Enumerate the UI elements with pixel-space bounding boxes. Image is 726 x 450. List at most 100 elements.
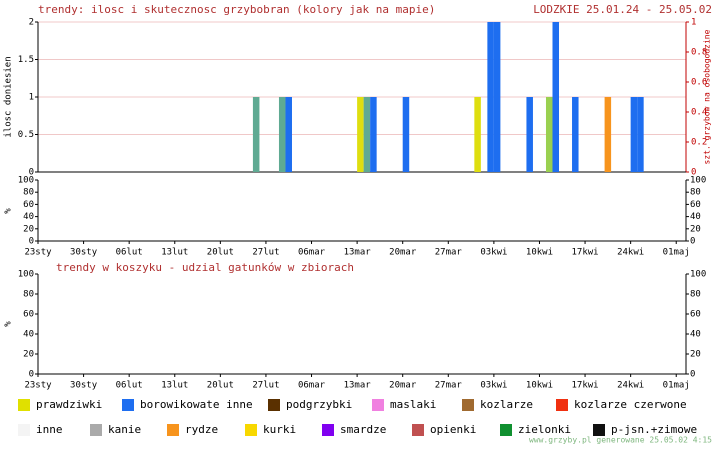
x-tick-label: 20mar: [389, 248, 417, 258]
y-tick-label: 40: [690, 212, 701, 222]
y-tick-label: 0.5: [18, 130, 34, 140]
bar: [402, 97, 410, 172]
bar: [572, 97, 579, 172]
x-tick-label: 01maj: [663, 381, 690, 391]
y-tick-label: 40: [690, 330, 701, 340]
footer: www.grzyby.pl generowane 25.05.02 4:15: [529, 436, 712, 445]
bar: [357, 97, 364, 172]
y-tick-label: 100: [18, 270, 34, 280]
y-tick-label: 0: [29, 168, 34, 178]
bar: [526, 97, 533, 172]
y-tick-label: 40: [23, 330, 34, 340]
bar: [630, 97, 638, 172]
bar: [604, 97, 612, 172]
legend-label: kozlarze czerwone: [574, 398, 687, 411]
y-tick-label: 60: [23, 200, 34, 210]
legend-label: podgrzybki: [286, 398, 352, 411]
legend-label: kurki: [263, 423, 296, 436]
x-tick-label: 06mar: [298, 248, 326, 258]
legend-label: opienki: [430, 423, 476, 436]
y-tick-label: 80: [23, 290, 34, 300]
y-tick-label: 0: [29, 370, 34, 380]
bar: [493, 22, 501, 172]
legend-label: p-jsn.+zimowe: [611, 423, 697, 436]
y-axis-label: %: [4, 321, 14, 327]
legend-swatch: [556, 399, 568, 411]
y-tick-label: 100: [690, 270, 706, 280]
bar: [545, 97, 553, 172]
legend-swatch: [18, 424, 30, 436]
y-tick-label: 1.5: [18, 55, 34, 65]
y2-tick-label: 0.4: [691, 108, 707, 118]
y-tick-label: 20: [690, 350, 701, 360]
x-tick-label: 20mar: [389, 381, 417, 391]
x-tick-label: 20lut: [207, 248, 234, 258]
x-tick-label: 13lut: [161, 248, 188, 258]
x-tick-label: 27lut: [252, 248, 279, 258]
y-tick-label: 60: [690, 310, 701, 320]
bar: [278, 97, 286, 172]
x-tick-label: 06mar: [298, 381, 326, 391]
y-tick-label: 100: [690, 176, 706, 186]
y-tick-label: 20: [23, 350, 34, 360]
x-tick-label: 06lut: [116, 381, 143, 391]
bar: [637, 97, 644, 172]
y2-tick-label: 0.2: [691, 138, 707, 148]
bar: [252, 97, 260, 172]
legend-label: maslaki: [390, 398, 436, 411]
x-tick-label: 27mar: [435, 381, 463, 391]
bar: [552, 22, 560, 172]
y-tick-label: 1: [29, 93, 34, 103]
legend-swatch: [500, 424, 512, 436]
bar: [285, 97, 292, 172]
y-axis-label: ilosc doniesien: [4, 56, 14, 137]
y-tick-label: 2: [29, 18, 34, 28]
y-tick-label: 80: [690, 188, 701, 198]
y-tick-label: 80: [23, 188, 34, 198]
legend-label: rydze: [185, 423, 218, 436]
y-tick-label: 80: [690, 290, 701, 300]
x-tick-label: 10kwi: [526, 248, 553, 258]
legend-label: zielonki: [518, 423, 571, 436]
legend-swatch: [167, 424, 179, 436]
legend-label: kanie: [108, 423, 141, 436]
legend-swatch: [90, 424, 102, 436]
bar: [487, 22, 494, 172]
y-axis-label: %: [4, 208, 14, 214]
bar: [474, 97, 481, 172]
legend-label: kozlarze: [480, 398, 533, 411]
legend-swatch: [372, 399, 384, 411]
x-tick-label: 13mar: [344, 248, 372, 258]
x-tick-label: 03kwi: [480, 381, 507, 391]
y2-tick-label: 0.8: [691, 48, 707, 58]
x-tick-label: 20lut: [207, 381, 234, 391]
x-tick-label: 13lut: [161, 381, 188, 391]
y2-tick-label: 0: [691, 168, 696, 178]
bar: [363, 97, 371, 172]
x-tick-label: 03kwi: [480, 248, 507, 258]
x-tick-label: 23sty: [24, 248, 52, 258]
x-tick-label: 06lut: [116, 248, 143, 258]
y2-tick-label: 1: [691, 18, 696, 28]
x-tick-label: 24kwi: [617, 248, 644, 258]
legend-swatch: [18, 399, 30, 411]
legend-label: prawdziwki: [36, 398, 102, 411]
legend-swatch: [268, 399, 280, 411]
legend-swatch: [593, 424, 605, 436]
y-tick-label: 0: [690, 370, 695, 380]
y-tick-label: 20: [690, 224, 701, 234]
x-tick-label: 27lut: [252, 381, 279, 391]
y2-tick-label: 0.6: [691, 78, 707, 88]
x-tick-label: 27mar: [435, 248, 463, 258]
legend-swatch: [462, 399, 474, 411]
y-tick-label: 100: [18, 176, 34, 186]
y-tick-label: 20: [23, 224, 34, 234]
bar: [370, 97, 377, 172]
x-tick-label: 01maj: [663, 248, 690, 258]
x-tick-label: 17kwi: [572, 248, 599, 258]
x-tick-label: 13mar: [344, 381, 372, 391]
y-tick-label: 60: [690, 200, 701, 210]
panel-title: trendy w koszyku - udzial gatunków w zbi…: [56, 261, 354, 274]
chart-subtitle: LODZKIE 25.01.24 - 25.05.02: [533, 3, 712, 16]
